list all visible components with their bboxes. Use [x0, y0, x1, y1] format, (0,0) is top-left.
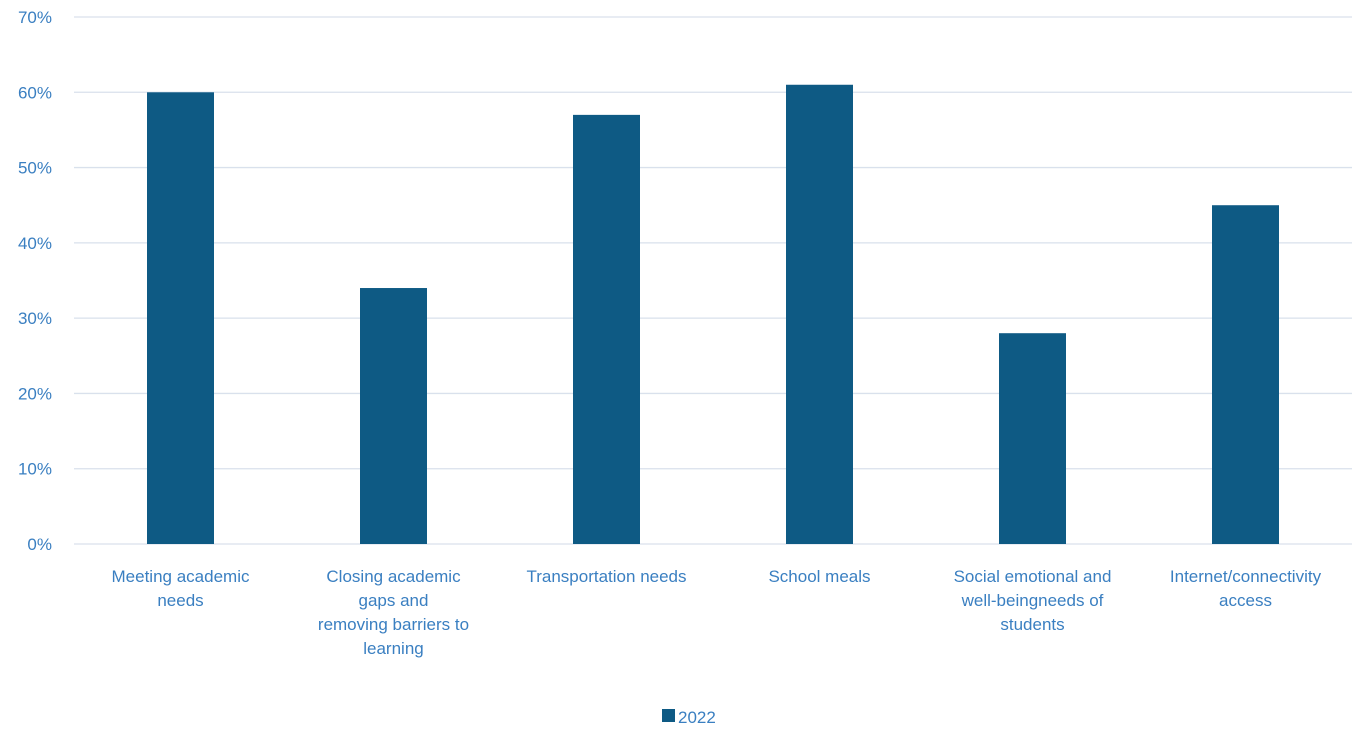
y-tick-label: 30% — [18, 309, 52, 328]
bar — [147, 92, 214, 545]
x-category-label: School meals — [768, 567, 870, 586]
x-category-label: Closing academic gaps and removing barrier… — [318, 567, 469, 658]
legend-label-2022: 2022 — [678, 708, 716, 727]
x-category-label: Social emotional and well-beingneeds of st… — [954, 567, 1112, 634]
bar — [786, 84, 853, 544]
x-category-label: Transportation needs — [526, 567, 686, 586]
y-tick-label: 10% — [18, 460, 52, 479]
y-tick-label: 50% — [18, 159, 52, 178]
bar — [999, 333, 1066, 544]
x-category-label: Meeting academic needs — [112, 567, 250, 610]
y-tick-label: 20% — [18, 384, 52, 403]
y-tick-label: 40% — [18, 234, 52, 253]
y-axis-tick-labels: 0% 10% 20% 30% 40% 50% 60% 70% — [18, 8, 52, 554]
bar — [573, 114, 640, 544]
x-category-label: Internet/connectivity access — [1170, 567, 1322, 610]
y-tick-label: 60% — [18, 83, 52, 102]
bar — [360, 288, 427, 544]
gridlines — [74, 16, 1352, 545]
y-tick-label: 70% — [18, 8, 52, 27]
y-tick-label: 0% — [27, 535, 52, 554]
legend-swatch-2022 — [662, 709, 675, 722]
bars — [147, 84, 1279, 545]
bar — [1212, 205, 1279, 544]
legend: 2022 — [662, 708, 716, 727]
x-axis-category-labels: Meeting academic needs Closing academic gap… — [112, 567, 1322, 658]
